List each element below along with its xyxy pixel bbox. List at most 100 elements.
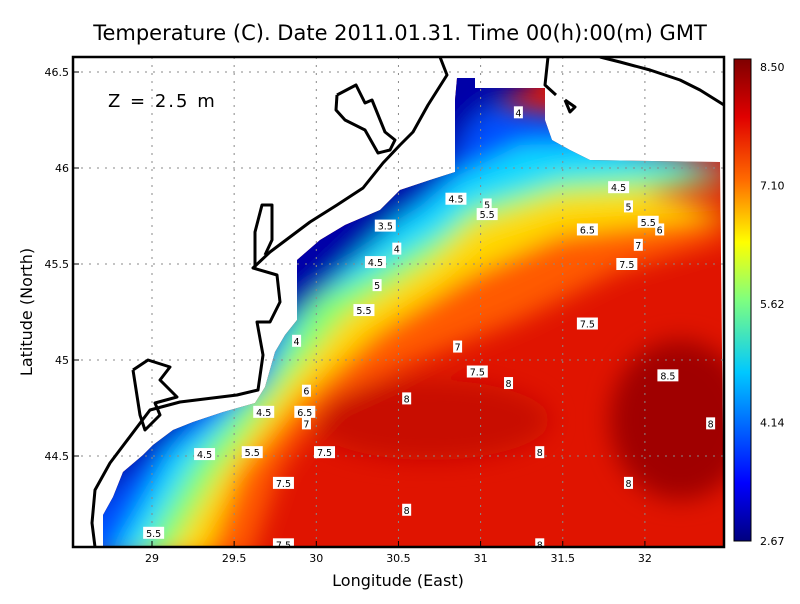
x-tick-label: 30 xyxy=(309,552,323,565)
contour-label-box xyxy=(372,279,382,292)
contour-label-box xyxy=(576,317,598,330)
contour-label: 8 xyxy=(537,540,543,551)
contour-label: 7 xyxy=(455,343,461,354)
contour-label-box xyxy=(482,198,492,211)
contour-label: 4.5 xyxy=(611,183,626,194)
contour-label: 5.5 xyxy=(356,306,371,317)
depth-label: Z = 2.5 m xyxy=(108,91,217,112)
contour-label-box xyxy=(706,417,716,430)
contour-label: 6.5 xyxy=(297,408,312,419)
warm-core xyxy=(310,380,550,460)
contour-label-box xyxy=(576,223,598,236)
contour-label-box xyxy=(504,377,514,390)
contour-label-box xyxy=(272,476,294,489)
colorbar-tick-label: 4.14 xyxy=(760,417,785,430)
contour-label-box xyxy=(301,384,311,397)
contour-label: 7 xyxy=(303,419,309,430)
contour-label-box xyxy=(633,238,643,251)
contour-label: 7.5 xyxy=(276,540,291,551)
contour-label-box xyxy=(194,448,216,461)
grid-lines xyxy=(73,57,724,547)
contour-label-box xyxy=(353,304,375,317)
x-axis-label: Longitude (East) xyxy=(332,571,464,590)
contour-label-box xyxy=(374,219,396,232)
contour-label: 7.5 xyxy=(470,368,485,379)
contour-label: 7.5 xyxy=(276,479,291,490)
x-tick-label: 32 xyxy=(638,552,652,565)
contour-label-box xyxy=(608,181,630,194)
contour-label: 8 xyxy=(404,506,410,517)
contour-label: 4 xyxy=(515,108,521,119)
contour-label: 5 xyxy=(625,202,631,213)
coastline-segment xyxy=(563,98,577,114)
contour-label: 3.5 xyxy=(378,222,393,233)
contour-label: 6 xyxy=(303,387,309,398)
contour-label: 4 xyxy=(394,245,400,256)
contour-label: 4.5 xyxy=(368,258,383,269)
contour-label-box xyxy=(476,208,498,221)
contour-label: 7.5 xyxy=(317,448,332,459)
colorbar-tick-label: 7.10 xyxy=(760,180,785,193)
y-tick-label: 45.5 xyxy=(45,258,70,271)
contour-label: 4.5 xyxy=(448,195,463,206)
contour-label-box xyxy=(655,223,665,236)
contour-label: 4 xyxy=(294,337,300,348)
contour-label-box xyxy=(535,538,545,547)
colorbar-labels: 8.50 7.10 5.62 4.14 2.67 xyxy=(760,61,785,548)
warm-core xyxy=(610,340,724,500)
contour-label-box xyxy=(616,258,638,270)
contour-label-box xyxy=(241,446,263,459)
coastline-segment xyxy=(253,203,274,268)
contour-label-box xyxy=(292,334,302,347)
temperature-field xyxy=(103,78,724,547)
contour-label-box xyxy=(402,503,412,516)
coastline-segment xyxy=(599,57,724,107)
contour-label: 8.5 xyxy=(660,371,675,382)
colorbar-tick-label: 2.67 xyxy=(760,535,785,548)
colorbar-tick-label: 5.62 xyxy=(760,298,785,311)
contour-label-box xyxy=(301,417,311,430)
contour-label: 8 xyxy=(404,394,410,405)
contour-label: 5.5 xyxy=(245,448,260,459)
contour-label: 8 xyxy=(625,479,631,490)
contour-label-box xyxy=(535,446,545,459)
contour-label-box xyxy=(637,215,659,228)
contour-label-box xyxy=(623,476,633,489)
colorbar xyxy=(733,58,752,542)
contour-label-box xyxy=(623,200,633,213)
contour-label: 8 xyxy=(708,419,714,430)
contour-labels: 44.555.5676.57.57.54.555.53.544.555.577.… xyxy=(143,106,716,551)
colorbar-tick-label: 8.50 xyxy=(760,61,785,74)
coastline xyxy=(90,57,724,547)
y-tick-label: 44.5 xyxy=(45,450,70,463)
contour-label-box xyxy=(294,405,316,418)
contour-label-box xyxy=(253,405,275,418)
contour-label: 7 xyxy=(635,241,641,252)
x-tick-label: 29 xyxy=(145,552,159,565)
y-tick-label: 45 xyxy=(55,354,69,367)
coastline-segment xyxy=(334,83,397,155)
chart-title: Temperature (C). Date 2011.01.31. Time 0… xyxy=(92,21,707,45)
contour-label-box xyxy=(392,242,402,255)
contour-label-box xyxy=(657,369,679,382)
x-tick-label: 31.5 xyxy=(551,552,576,565)
contour-label-box xyxy=(364,256,386,269)
contour-label: 4.5 xyxy=(197,450,212,461)
contour-label: 6.5 xyxy=(580,225,595,236)
contour-label: 5.5 xyxy=(146,529,161,540)
y-tick-label: 46.5 xyxy=(45,66,70,79)
contour-label: 4.5 xyxy=(256,408,271,419)
contour-label: 5 xyxy=(484,200,490,211)
contour-label-box xyxy=(272,538,294,547)
y-axis-label: Latitude (North) xyxy=(17,248,36,376)
contour-label: 5.5 xyxy=(641,218,656,229)
y-tick-label: 46 xyxy=(55,162,69,175)
contour-label-box xyxy=(445,192,467,205)
contour-label: 7.5 xyxy=(580,320,595,331)
contour-label-box xyxy=(314,446,336,459)
contour-label-box xyxy=(402,392,412,405)
x-tick-label: 31 xyxy=(474,552,488,565)
contour-label: 6 xyxy=(657,225,663,236)
